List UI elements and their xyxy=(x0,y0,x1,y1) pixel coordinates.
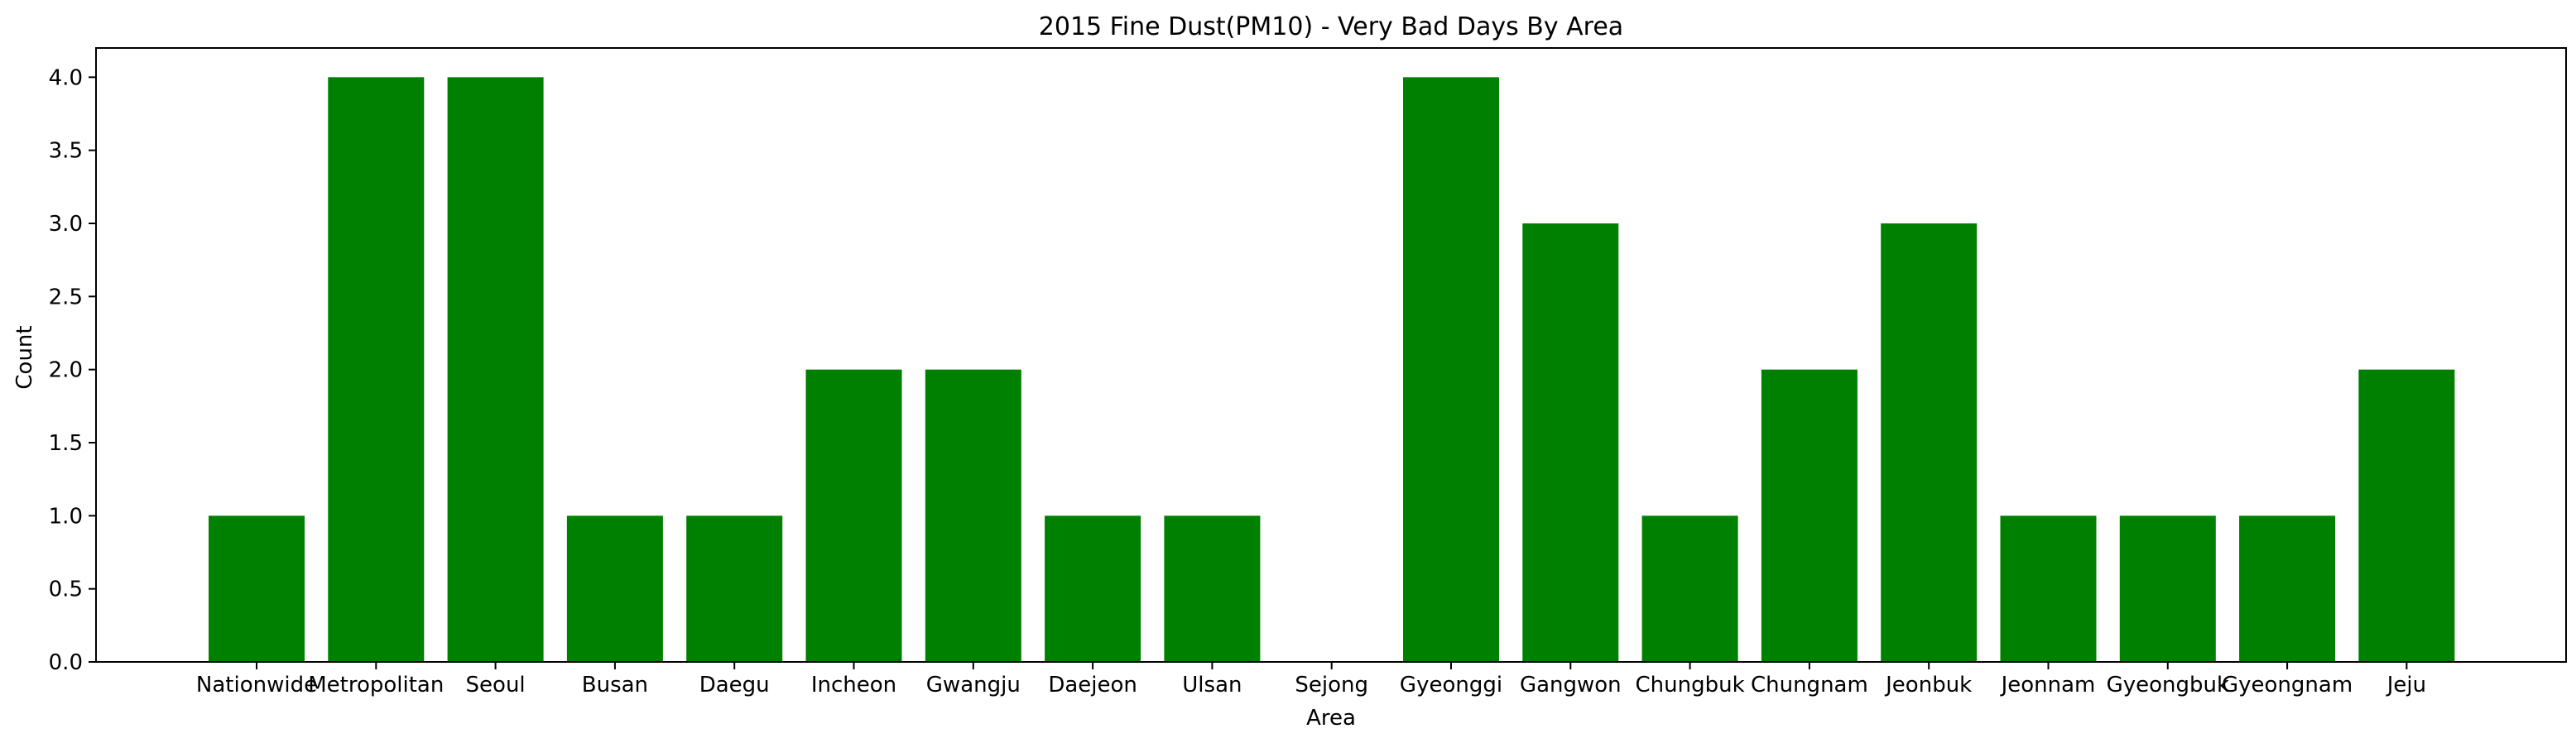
bar-jeju xyxy=(2358,369,2455,662)
bar-gyeongbuk xyxy=(2119,515,2216,662)
x-tick-label: Incheon xyxy=(811,673,896,697)
y-axis-label: Count xyxy=(12,325,37,389)
y-tick-label: 1.0 xyxy=(49,504,83,529)
x-tick-label: Gwangju xyxy=(926,673,1021,697)
bar-gyeonggi xyxy=(1403,77,1499,663)
x-tick-label: Chungbuk xyxy=(1636,673,1745,697)
bar-busan xyxy=(566,515,663,662)
bar-jeonnam xyxy=(2000,515,2097,662)
y-tick-label: 2.0 xyxy=(49,358,83,383)
x-tick-label: Sejong xyxy=(1295,673,1368,697)
chart-title: 2015 Fine Dust(PM10) - Very Bad Days By … xyxy=(1039,12,1623,41)
x-tick-label: Nationwide xyxy=(196,673,317,697)
bar-daejeon xyxy=(1045,515,1141,662)
x-tick-label: Gyeonggi xyxy=(1400,673,1502,697)
y-tick-label: 0.0 xyxy=(49,650,83,675)
bars-group xyxy=(209,77,2455,663)
bar-chungbuk xyxy=(1641,515,1738,662)
bar-chungnam xyxy=(1761,369,1858,662)
plot-frame xyxy=(95,47,2567,663)
bar-metropolitan xyxy=(328,77,425,663)
y-tick-label: 3.5 xyxy=(49,139,83,164)
x-tick-label: Seoul xyxy=(466,673,526,697)
y-tick-label: 4.0 xyxy=(49,65,83,90)
x-tick-label: Gangwon xyxy=(1520,673,1622,697)
x-tick-label: Daejeon xyxy=(1048,673,1137,697)
bar-ulsan xyxy=(1164,515,1261,662)
x-tick-label: Busan xyxy=(582,673,648,697)
bar-incheon xyxy=(805,369,902,662)
y-axis-ticks: 0.0 0.5 1.0 1.5 2.0 2.5 3.0 3.5 4.0 xyxy=(49,65,96,675)
x-tick-label: Gyeongnam xyxy=(2222,673,2353,697)
bar-nationwide xyxy=(209,515,305,662)
x-tick-label: Chungnam xyxy=(1751,673,1868,697)
x-tick-label: Gyeongbuk xyxy=(2107,673,2229,697)
y-tick-label: 0.5 xyxy=(49,578,83,602)
bar-jeonbuk xyxy=(1881,223,1978,662)
x-tick-label: Ulsan xyxy=(1182,673,1242,697)
y-tick-label: 3.0 xyxy=(49,212,83,237)
x-tick-label: Jeonnam xyxy=(2000,673,2096,697)
bar-gyeongnam xyxy=(2239,515,2336,662)
bar-gangwon xyxy=(1522,223,1619,662)
x-tick-label: Jeonbuk xyxy=(1884,673,1972,697)
y-tick-label: 2.5 xyxy=(49,285,83,309)
x-tick-label: Daegu xyxy=(699,673,770,697)
bar-gwangju xyxy=(925,369,1021,662)
bar-seoul xyxy=(447,77,544,663)
x-tick-label: Jeju xyxy=(2386,673,2426,697)
y-tick-label: 1.5 xyxy=(49,431,83,456)
x-tick-label: Metropolitan xyxy=(308,673,444,697)
x-axis-label: Area xyxy=(1306,706,1356,731)
bar-daegu xyxy=(686,515,783,662)
